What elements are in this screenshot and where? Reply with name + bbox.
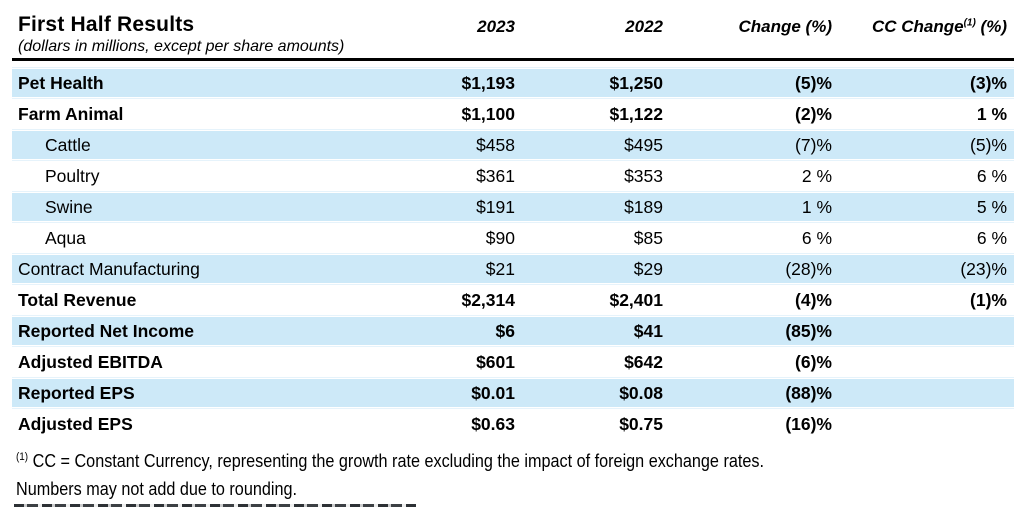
title-block: First Half Results (dollars in millions,… <box>12 12 365 56</box>
row-label: Farm Animal <box>18 103 124 124</box>
cell-2023: $90 <box>485 227 515 248</box>
cell-cc-change: 5 % <box>976 196 1007 217</box>
cell-2023: $0.01 <box>471 382 515 403</box>
row-label: Reported Net Income <box>18 320 194 341</box>
table-header: First Half Results (dollars in millions,… <box>12 12 1014 56</box>
cell-cc-change: (1)% <box>970 289 1007 310</box>
cell-change: 6 % <box>801 227 832 248</box>
cell-change: (16)% <box>785 413 832 434</box>
footnote-cc-definition: (1) CC = Constant Currency, representing… <box>16 451 922 471</box>
table-row-total-revenue: Total Revenue $2,314 $2,401 (4)% (1)% <box>12 286 1014 314</box>
cc-change-label: CC Change <box>871 17 964 36</box>
cell-2022: $353 <box>624 165 663 186</box>
column-header-2022: 2022 <box>625 17 663 36</box>
row-label: Contract Manufacturing <box>18 258 200 279</box>
cell-2022: $0.75 <box>619 413 663 434</box>
cell-change: (6)% <box>795 351 832 372</box>
table-row-adjusted-eps: Adjusted EPS $0.63 $0.75 (16)% <box>12 410 1014 438</box>
cell-cc-change: (23)% <box>960 258 1007 279</box>
footnote-text: CC = Constant Currency, representing the… <box>32 451 764 471</box>
cc-change-footnote-marker: (1) <box>963 17 976 29</box>
cell-2022: $85 <box>633 227 663 248</box>
cell-2022: $1,250 <box>609 72 663 93</box>
column-header-2023: 2023 <box>477 17 515 36</box>
cell-2023: $21 <box>485 258 515 279</box>
cell-change: (28)% <box>785 258 832 279</box>
page-title: First Half Results <box>18 13 195 36</box>
footnote-marker: (1) <box>16 451 29 463</box>
cell-2022: $2,401 <box>609 289 663 310</box>
cell-change: 2 % <box>801 165 832 186</box>
cell-2022: $0.08 <box>619 382 663 403</box>
cell-2022: $189 <box>624 196 663 217</box>
results-table: First Half Results (dollars in millions,… <box>12 0 1014 438</box>
cell-2023: $191 <box>476 196 515 217</box>
cell-change: (85)% <box>785 320 832 341</box>
cell-cc-change: (3)% <box>970 72 1007 93</box>
cell-change: (7)% <box>795 134 832 155</box>
table-row-poultry: Poultry $361 $353 2 % 6 % <box>12 162 1014 190</box>
cell-2022: $29 <box>633 258 663 279</box>
cell-2023: $2,314 <box>461 289 515 310</box>
table-row-cattle: Cattle $458 $495 (7)% (5)% <box>12 131 1014 159</box>
table-body: Pet Health $1,193 $1,250 (5)% (3)% Farm … <box>12 69 1014 438</box>
cropped-text-artifact <box>14 504 416 507</box>
table-row-farm-animal: Farm Animal $1,100 $1,122 (2)% 1 % <box>12 100 1014 128</box>
cell-change: (4)% <box>795 289 832 310</box>
table-row-contract-manufacturing: Contract Manufacturing $21 $29 (28)% (23… <box>12 255 1014 283</box>
cc-change-pct: (%) <box>980 17 1007 36</box>
cell-change: (2)% <box>795 103 832 124</box>
cell-2023: $458 <box>476 134 515 155</box>
row-label: Pet Health <box>18 72 104 93</box>
row-label: Total Revenue <box>18 289 137 310</box>
row-label: Poultry <box>45 165 100 186</box>
row-label: Reported EPS <box>18 382 135 403</box>
cell-2022: $1,122 <box>609 103 663 124</box>
cell-cc-change: 1 % <box>976 103 1007 124</box>
cell-2023: $1,100 <box>461 103 515 124</box>
row-label: Swine <box>45 196 93 217</box>
table-row-pet-health: Pet Health $1,193 $1,250 (5)% (3)% <box>12 69 1014 97</box>
row-label: Cattle <box>45 134 91 155</box>
cell-cc-change: (5)% <box>970 134 1007 155</box>
cell-change: 1 % <box>801 196 832 217</box>
cell-cc-change: 6 % <box>976 227 1007 248</box>
cell-2022: $41 <box>633 320 663 341</box>
column-header-cc-change: CC Change(1) (%) <box>832 12 1007 37</box>
row-label: Adjusted EBITDA <box>18 351 163 372</box>
table-row-adjusted-ebitda: Adjusted EBITDA $601 $642 (6)% <box>12 348 1014 376</box>
cell-2023: $601 <box>476 351 515 372</box>
table-row-aqua: Aqua $90 $85 6 % 6 % <box>12 224 1014 252</box>
cell-cc-change: 6 % <box>976 165 1007 186</box>
cell-change: (5)% <box>795 72 832 93</box>
footnote-rounding: Numbers may not add due to rounding. <box>16 479 297 499</box>
cell-2023: $6 <box>495 320 515 341</box>
cell-2023: $361 <box>476 165 515 186</box>
table-row-reported-net-income: Reported Net Income $6 $41 (85)% <box>12 317 1014 345</box>
cell-2023: $0.63 <box>471 413 515 434</box>
table-row-reported-eps: Reported EPS $0.01 $0.08 (88)% <box>12 379 1014 407</box>
cell-change: (88)% <box>785 382 832 403</box>
column-header-change: Change (%) <box>738 17 833 36</box>
table-row-swine: Swine $191 $189 1 % 5 % <box>12 193 1014 221</box>
cell-2022: $495 <box>624 134 663 155</box>
page-subtitle: (dollars in millions, except per share a… <box>18 38 345 55</box>
header-divider-rule <box>12 58 1014 61</box>
cell-2023: $1,193 <box>461 72 515 93</box>
cell-2022: $642 <box>624 351 663 372</box>
row-label: Aqua <box>45 227 86 248</box>
row-label: Adjusted EPS <box>18 413 133 434</box>
